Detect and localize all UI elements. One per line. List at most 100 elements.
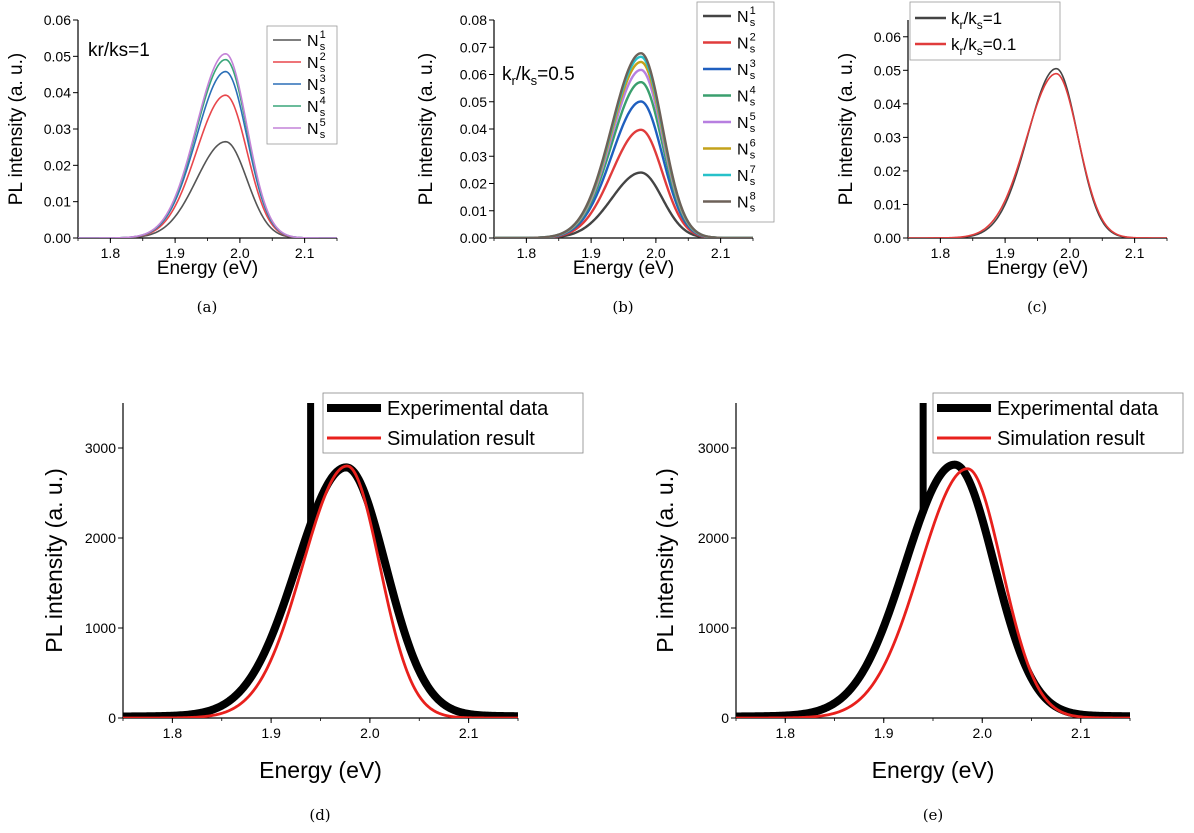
y-tick-label: 0.08 xyxy=(460,12,487,28)
legend-label: N6 s xyxy=(737,138,756,162)
legend-label: N5 s xyxy=(737,111,756,135)
y-tick-label: 0.03 xyxy=(44,121,71,137)
y-tick-label: 0.00 xyxy=(460,230,487,246)
x-tick-label: 1.8 xyxy=(517,245,537,261)
x-tick-label: 1.9 xyxy=(874,725,894,741)
chart-a: 1.8 1.9 2.0 2.1 0.00 0.01 0.02 0.03 0.04 0.05 0.06… xyxy=(6,12,338,316)
legend: Experimental data Simulation result xyxy=(322,392,584,454)
y-tick-label: 0.04 xyxy=(874,96,901,112)
y-tick-label: 0.00 xyxy=(874,230,901,246)
y-tick-label: 0.02 xyxy=(460,176,487,192)
series-line-1 xyxy=(78,140,337,238)
legend: N1 s N2 s N3 s N4 s N5 s N6 s N7 s N8 s xyxy=(696,1,775,223)
y-tick-label: 0 xyxy=(721,710,729,726)
chart-b: 1.8 1.9 2.0 2.1 0.00 0.01 0.02 0.03 0.04 0.05 0.06… xyxy=(416,1,775,316)
y-tick-label: 2000 xyxy=(85,530,116,546)
x-axis-title: Energy (eV) xyxy=(987,258,1088,279)
plot-area xyxy=(123,403,518,718)
y-tick-label: 0.05 xyxy=(874,62,901,78)
y-tick-label: 0 xyxy=(108,710,116,726)
y-tick-label: 0.06 xyxy=(460,67,487,83)
panel-annotation: kr/ks=0.5 xyxy=(502,64,575,88)
chart-c: 1.8 1.9 2.0 2.1 0.00 0.01 0.02 0.03 0.04 0.05 0.06… xyxy=(836,1,1168,316)
legend-label: N3 s xyxy=(307,73,326,97)
x-tick-label: 2.1 xyxy=(1125,245,1145,261)
y-tick-label: 0.01 xyxy=(44,194,71,210)
y-tick-label: 0.02 xyxy=(44,157,71,173)
y-tick-label: 2000 xyxy=(698,530,729,546)
y-tick-label: 0.01 xyxy=(874,196,901,212)
x-axis-title: Energy (eV) xyxy=(872,757,995,783)
y-tick-label: 0.05 xyxy=(460,94,487,110)
panel-caption: (e) xyxy=(923,806,944,824)
legend-label: N2 s xyxy=(737,32,756,56)
legend-label: N1 s xyxy=(737,5,756,29)
series-line-5 xyxy=(78,52,337,238)
plot-area xyxy=(78,52,337,238)
y-tick-label: 0.02 xyxy=(874,163,901,179)
y-tick-label: 0.01 xyxy=(460,203,487,219)
legend-label: N1 s xyxy=(307,29,326,53)
x-tick-label: 1.8 xyxy=(163,725,183,741)
x-tick-label: 2.0 xyxy=(1060,245,1080,261)
y-axis-title: PL intensity (a. u.) xyxy=(416,53,437,205)
legend-label: N7 s xyxy=(737,164,756,188)
legend-box xyxy=(266,25,338,145)
plot-area xyxy=(908,67,1167,238)
y-tick-label: 0.04 xyxy=(44,85,71,101)
x-tick-label: 1.9 xyxy=(165,245,185,261)
chart-e: 1.8 1.9 2.0 2.1 0 1000 2000 3000 Energy (eV) PL i… xyxy=(652,392,1184,824)
legend-label: Simulation result xyxy=(387,428,535,450)
legend: Experimental data Simulation result xyxy=(932,392,1184,454)
panel-caption: (c) xyxy=(1027,298,1047,316)
y-tick-label: 0.03 xyxy=(874,129,901,145)
legend-label: N8 s xyxy=(737,191,756,215)
y-tick-label: 0.03 xyxy=(460,148,487,164)
series-line-1 xyxy=(123,463,518,718)
legend-label: Experimental data xyxy=(997,398,1159,420)
series-line-1 xyxy=(908,67,1167,238)
legend-label: kr/ks=1 xyxy=(951,9,1002,32)
x-tick-label: 2.1 xyxy=(459,725,479,741)
panel-caption: (a) xyxy=(197,298,218,316)
x-tick-label: 1.8 xyxy=(931,245,951,261)
legend-label: N4 s xyxy=(737,85,756,109)
x-tick-label: 1.8 xyxy=(776,725,796,741)
legend-box xyxy=(932,392,1184,454)
x-axis-title: Energy (eV) xyxy=(259,757,382,783)
panel-caption: (d) xyxy=(309,806,330,824)
panel-caption: (b) xyxy=(612,298,633,316)
series-line-2 xyxy=(123,464,518,718)
x-tick-label: 2.1 xyxy=(711,245,731,261)
y-tick-label: 1000 xyxy=(85,620,116,636)
x-tick-label: 1.9 xyxy=(261,725,281,741)
y-tick-label: 1000 xyxy=(698,620,729,636)
x-tick-label: 2.0 xyxy=(973,725,993,741)
y-tick-label: 0.00 xyxy=(44,230,71,246)
legend-label: Experimental data xyxy=(387,398,549,420)
x-axis-title: Energy (eV) xyxy=(573,258,674,279)
x-tick-label: 2.1 xyxy=(295,245,315,261)
plot-area xyxy=(736,403,1130,718)
legend-label: Simulation result xyxy=(997,428,1145,450)
y-tick-label: 0.06 xyxy=(44,12,71,28)
legend-box xyxy=(322,392,584,454)
legend-label: N5 s xyxy=(307,117,326,141)
chart-d: 1.8 1.9 2.0 2.1 0 1000 2000 3000 Energy (eV) PL i… xyxy=(41,392,584,824)
x-tick-label: 1.9 xyxy=(995,245,1015,261)
x-tick-label: 1.8 xyxy=(101,245,121,261)
panel-annotation: kr/ks=1 xyxy=(88,40,150,61)
series-line-2 xyxy=(736,467,1130,718)
x-axis-title: Energy (eV) xyxy=(157,258,258,279)
y-tick-label: 0.05 xyxy=(44,48,71,64)
legend-box xyxy=(696,1,775,223)
x-tick-label: 2.0 xyxy=(646,245,666,261)
legend-label: N2 s xyxy=(307,51,326,75)
series-line-2 xyxy=(908,72,1167,238)
series-line-1 xyxy=(736,460,1130,718)
y-axis-title: PL intensity (a. u.) xyxy=(652,468,678,653)
x-tick-label: 1.9 xyxy=(581,245,601,261)
series-line-8 xyxy=(494,52,753,238)
y-axis-title: PL intensity (a. u.) xyxy=(41,468,67,653)
y-tick-label: 0.07 xyxy=(460,39,487,55)
